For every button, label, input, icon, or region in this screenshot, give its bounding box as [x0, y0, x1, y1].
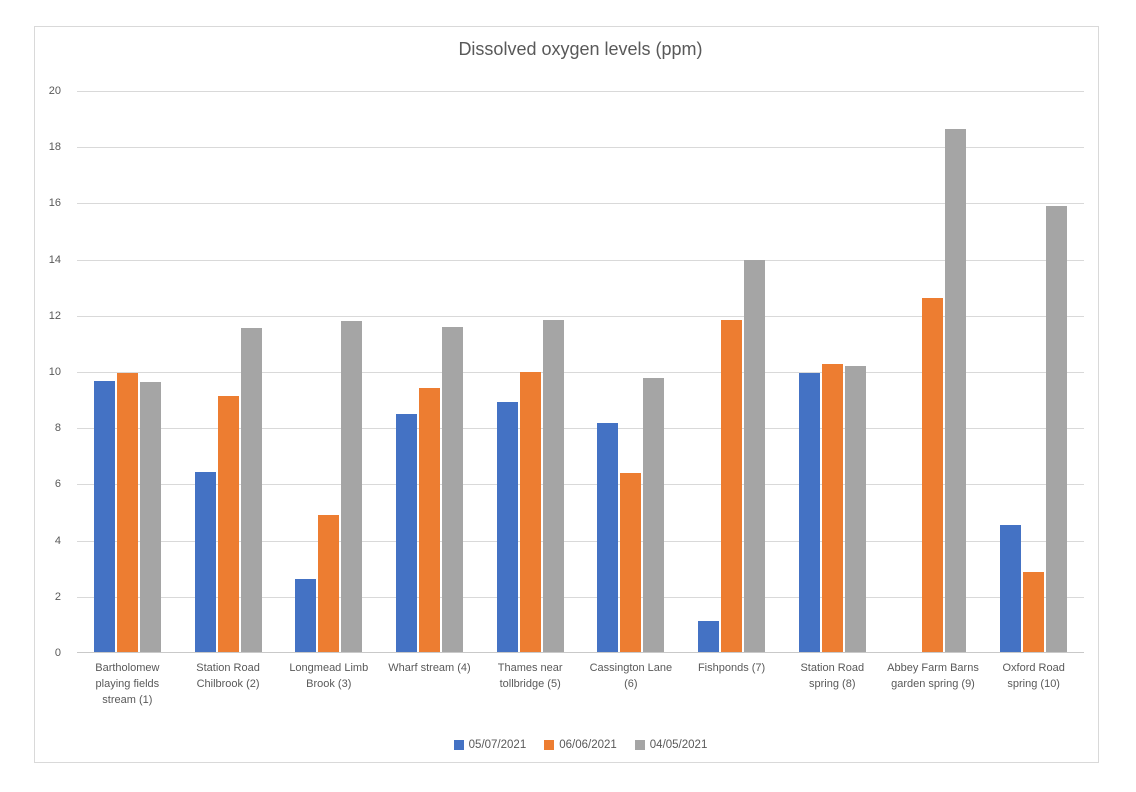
y-tick-label: 14 [48, 253, 61, 266]
y-tick-label: 6 [54, 478, 61, 491]
gridline [77, 428, 1084, 430]
category-label: Wharf stream (4) [388, 662, 471, 674]
bar [295, 578, 317, 653]
legend-label: 06/06/2021 [559, 739, 617, 751]
bar [318, 515, 340, 653]
bar [945, 128, 967, 653]
category-label: Abbey Farm Barns garden spring (9) [887, 662, 979, 690]
bar [1046, 206, 1068, 653]
bars-row [77, 91, 1084, 653]
legend: 05/07/2021 06/06/2021 04/05/2021 [77, 739, 1084, 751]
category-label: Bartholomew playing fields stream (1) [95, 662, 160, 706]
gridline [77, 91, 1084, 92]
bar-group [581, 91, 682, 653]
bar [744, 259, 766, 653]
bar [519, 372, 541, 653]
y-tick-label: 16 [48, 197, 61, 210]
category-label: Longmead Limb Brook (3) [289, 662, 369, 690]
bar [341, 320, 363, 653]
bar [698, 620, 720, 653]
bar [798, 373, 820, 653]
legend-marker-icon [453, 740, 464, 750]
legend-item: 05/07/2021 [453, 739, 527, 751]
bar [194, 471, 216, 653]
bar [139, 381, 161, 653]
bar-group [883, 91, 984, 653]
y-tick-label: 10 [48, 366, 61, 378]
gridline [77, 259, 1084, 261]
y-tick-label: 2 [54, 590, 61, 603]
legend-item: 06/06/2021 [544, 739, 617, 751]
gridline [77, 540, 1084, 542]
bar [721, 320, 743, 653]
plot-area [77, 91, 1084, 653]
category-label: Fishponds (7) [697, 662, 766, 674]
bar [116, 372, 138, 653]
bar [93, 381, 115, 653]
category-label: Oxford Road spring (10) [1002, 662, 1065, 690]
gridline [77, 596, 1084, 598]
legend-item: 04/05/2021 [634, 739, 708, 751]
bar-group [278, 91, 379, 653]
gridline [77, 315, 1084, 317]
bar [1000, 525, 1022, 653]
bar [217, 396, 239, 653]
legend-label: 04/05/2021 [649, 739, 708, 751]
y-axis: 0 2 4 6 8 10 12 14 16 18 20 [35, 85, 67, 659]
bar [240, 327, 262, 653]
bar [542, 320, 564, 653]
gridline [77, 147, 1084, 149]
y-tick-label: 8 [54, 422, 61, 435]
category-label: Cassington Lane (6) [589, 662, 673, 690]
y-tick-label: 12 [48, 309, 61, 322]
x-axis-line [77, 652, 1084, 653]
bar [620, 472, 642, 653]
bar [922, 297, 944, 653]
category-label: Thames near tollbridge (5) [497, 662, 563, 690]
gridline [77, 372, 1084, 373]
gridline [77, 203, 1084, 205]
bar-group [983, 91, 1084, 653]
bar [395, 414, 417, 653]
bar [418, 388, 440, 653]
bar [441, 327, 463, 653]
bar [821, 364, 843, 653]
y-tick-label: 0 [54, 647, 61, 659]
legend-marker-icon [634, 740, 645, 750]
gridline [77, 484, 1084, 486]
bar [597, 423, 619, 653]
y-tick-label: 18 [48, 141, 61, 154]
bar [496, 402, 518, 653]
chart-title: Dissolved oxygen levels (ppm) [458, 39, 703, 59]
bar-group [782, 91, 883, 653]
bar-group [681, 91, 782, 653]
y-tick-label: 4 [54, 534, 61, 547]
bar [1023, 571, 1045, 653]
y-tick-label: 20 [48, 85, 61, 97]
x-axis: Bartholomew playing fields stream (1) Sta… [77, 661, 1084, 709]
bar-group [178, 91, 279, 653]
bar-group [77, 91, 178, 653]
bar [643, 378, 665, 653]
chart: Dissolved oxygen levels (ppm) 0 2 4 6 8 10 12 1… [34, 26, 1099, 763]
category-label: Station Road Chilbrook (2) [196, 662, 260, 690]
legend-label: 05/07/2021 [468, 739, 527, 751]
bar-group [480, 91, 581, 653]
legend-marker-icon [544, 740, 555, 750]
category-label: Station Road spring (8) [800, 662, 865, 690]
bar [844, 365, 866, 653]
bar-group [379, 91, 480, 653]
